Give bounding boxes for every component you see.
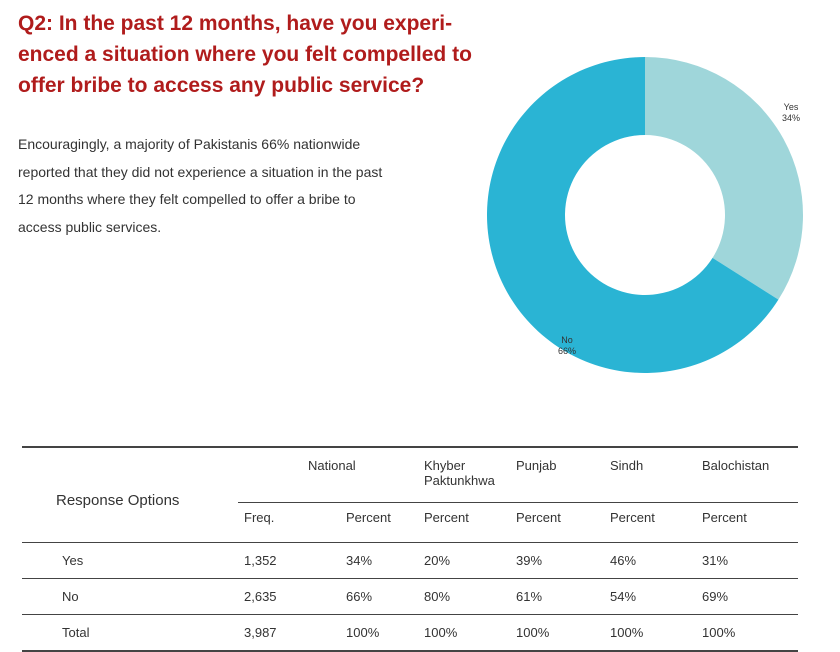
donut-slice-no	[487, 57, 779, 374]
table-cell: 54%	[610, 578, 702, 615]
table-cell: 66%	[330, 578, 424, 615]
response-table: Response Options National Khyber Paktunk…	[22, 446, 798, 652]
response-options-header: Response Options	[56, 491, 180, 509]
table-cell: 46%	[610, 542, 702, 579]
subheader-cell: Percent	[330, 502, 424, 543]
table-cell: 100%	[330, 614, 424, 652]
table-cell: 2,635	[238, 578, 330, 615]
kp-header-line: Paktunkhwa	[424, 473, 495, 488]
subheader-cell: Freq.	[238, 502, 330, 543]
subheader-cell: Percent	[516, 502, 610, 543]
table-cell: 100%	[424, 614, 516, 652]
table-row: No 2,635 66% 80% 61% 54% 69%	[22, 578, 798, 615]
subheader-cell: Percent	[702, 502, 798, 543]
subheader-cell: Percent	[610, 502, 702, 543]
slice-label-yes: Yes	[784, 102, 799, 112]
table-cell: 100%	[610, 614, 702, 652]
table-cell: 61%	[516, 578, 610, 615]
subheader-cell: Percent	[424, 502, 516, 543]
row-label: No	[22, 578, 238, 615]
table-cell: 20%	[424, 542, 516, 579]
table-cell: 39%	[516, 542, 610, 579]
kp-header-line: Khyber	[424, 458, 466, 473]
table-cell: 80%	[424, 578, 516, 615]
table-cell: 100%	[702, 614, 798, 652]
slice-value-no: 66%	[558, 346, 576, 356]
table-subheader-row: Freq. Percent Percent Percent Percent Pe…	[22, 502, 798, 543]
table-cell: 3,987	[238, 614, 330, 652]
intro-line: 12 months where they felt compelled to o…	[18, 191, 356, 207]
slice-label-no: No	[561, 335, 573, 345]
donut-slices	[487, 57, 803, 374]
intro-paragraph: Encouragingly, a majority of Pakistanis …	[18, 131, 438, 241]
table-cell: 69%	[702, 578, 798, 615]
row-label: Yes	[22, 542, 238, 579]
kp-header: Khyber Paktunkhwa	[424, 447, 516, 503]
intro-line: reported that they did not experience a …	[18, 163, 383, 180]
donut-slice-yes	[645, 57, 803, 300]
table-row: Yes 1,352 34% 20% 39% 46% 31%	[22, 542, 798, 579]
row-label: Total	[22, 614, 238, 652]
punjab-header: Punjab	[516, 458, 557, 473]
table-cell: 31%	[702, 542, 798, 579]
title-line: Q2: In the past 12 months, have you expe…	[18, 12, 453, 35]
title-line: offer bribe to access any public service…	[18, 74, 425, 97]
intro-line: Encouragingly, a majority of Pakistanis …	[18, 136, 361, 152]
balochistan-header: Balochistan	[702, 458, 770, 473]
table-cell: 34%	[330, 542, 424, 579]
slice-value-yes: 34%	[782, 113, 800, 123]
table-cell: 100%	[516, 614, 610, 652]
intro-line: access public services.	[18, 218, 162, 235]
title-line: enced a situation where you felt compell…	[18, 43, 472, 66]
table-header-row: Response Options National Khyber Paktunk…	[22, 447, 798, 509]
table-row: Total 3,987 100% 100% 100% 100% 100%	[22, 614, 798, 652]
national-header: National	[308, 458, 356, 473]
table-cell: 1,352	[238, 542, 330, 579]
sindh-header: Sindh	[610, 458, 644, 473]
question-title: Q2: In the past 12 months, have you expe…	[18, 8, 488, 101]
